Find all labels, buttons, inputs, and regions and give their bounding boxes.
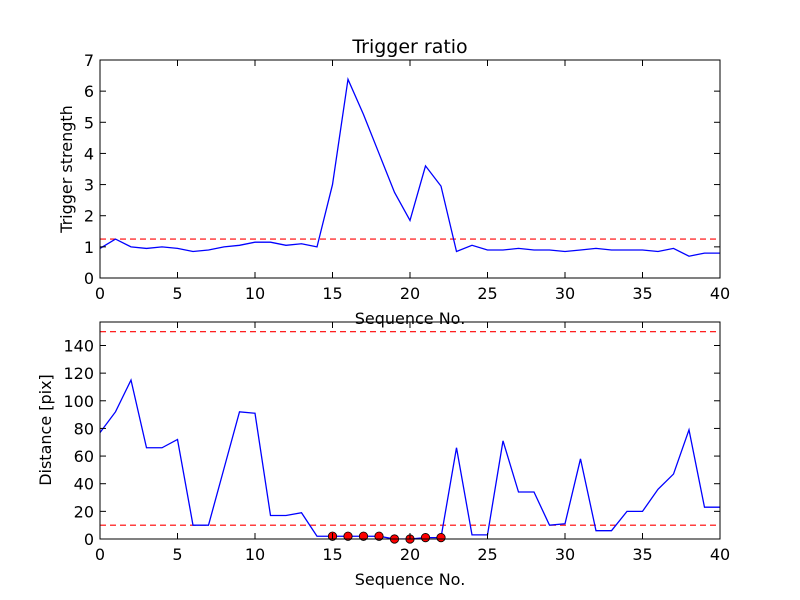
bottom-marker-point bbox=[343, 531, 353, 541]
top-y-tick-label: 3 bbox=[84, 176, 94, 195]
bottom-x-axis-label: Sequence No. bbox=[355, 570, 466, 589]
top-x-tick-label: 30 bbox=[555, 284, 575, 303]
bottom-y-tick-label: 120 bbox=[63, 364, 94, 383]
top-y-tick-label: 4 bbox=[84, 144, 94, 163]
top-x-tick-label: 35 bbox=[632, 284, 652, 303]
bottom-x-tick-label: 30 bbox=[555, 545, 575, 564]
bottom-y-tick-label: 0 bbox=[84, 530, 94, 549]
bottom-y-tick-label: 100 bbox=[63, 392, 94, 411]
top-x-tick-label: 25 bbox=[477, 284, 497, 303]
top-chart-title: Trigger ratio bbox=[351, 36, 467, 58]
top-x-tick-label: 15 bbox=[322, 284, 342, 303]
top-plot-area bbox=[100, 76, 720, 257]
bottom-y-tick-label: 20 bbox=[74, 502, 94, 521]
bottom-y-tick-label: 40 bbox=[74, 475, 94, 494]
bottom-marker-point bbox=[358, 531, 369, 541]
bottom-x-tick-label: 35 bbox=[632, 545, 652, 564]
top-y-tick-label: 2 bbox=[84, 207, 94, 226]
bottom-panel: Sequence No. Distance [pix] 0 5 10 15 20 25 30… bbox=[36, 321, 730, 589]
bottom-marker-point bbox=[436, 533, 446, 543]
bottom-series-line bbox=[100, 378, 720, 539]
top-series-line bbox=[100, 76, 720, 257]
top-y-tick-label: 5 bbox=[84, 113, 94, 132]
bottom-x-tick-label: 20 bbox=[400, 545, 420, 564]
bottom-x-tick-label: 40 bbox=[710, 545, 730, 564]
top-x-tick-label: 20 bbox=[400, 284, 420, 303]
top-x-tick-label: 5 bbox=[172, 284, 182, 303]
bottom-x-tick-label: 10 bbox=[245, 545, 265, 564]
top-y-tick-label: 6 bbox=[84, 82, 94, 101]
bottom-marker-point bbox=[420, 533, 431, 543]
top-y-tick-label: 7 bbox=[84, 51, 94, 70]
top-x-tick-label: 40 bbox=[710, 284, 730, 303]
bottom-y-axis-label: Distance [pix] bbox=[36, 374, 55, 486]
bottom-x-tick-label: 25 bbox=[477, 545, 497, 564]
bottom-plot-area bbox=[100, 331, 720, 539]
bottom-y-tick-label: 80 bbox=[74, 419, 94, 438]
bottom-x-tick-label: 15 bbox=[322, 545, 342, 564]
top-y-tick-label: 1 bbox=[84, 238, 94, 257]
bottom-y-tick-label: 60 bbox=[74, 447, 94, 466]
top-x-tick-label: 0 bbox=[95, 284, 105, 303]
top-x-tick-label: 10 bbox=[245, 284, 265, 303]
bottom-x-tick-label: 5 bbox=[172, 545, 182, 564]
top-y-axis-label: Trigger strength bbox=[57, 105, 76, 234]
bottom-y-tick-label: 140 bbox=[63, 336, 94, 355]
top-panel: Trigger ratio Sequence No. Trigger stren… bbox=[57, 36, 730, 328]
top-x-axis-label: Sequence No. bbox=[355, 309, 466, 328]
bottom-marker-point bbox=[374, 531, 384, 541]
top-y-tick-label: 0 bbox=[84, 269, 94, 288]
bottom-x-tick-label: 0 bbox=[95, 545, 105, 564]
